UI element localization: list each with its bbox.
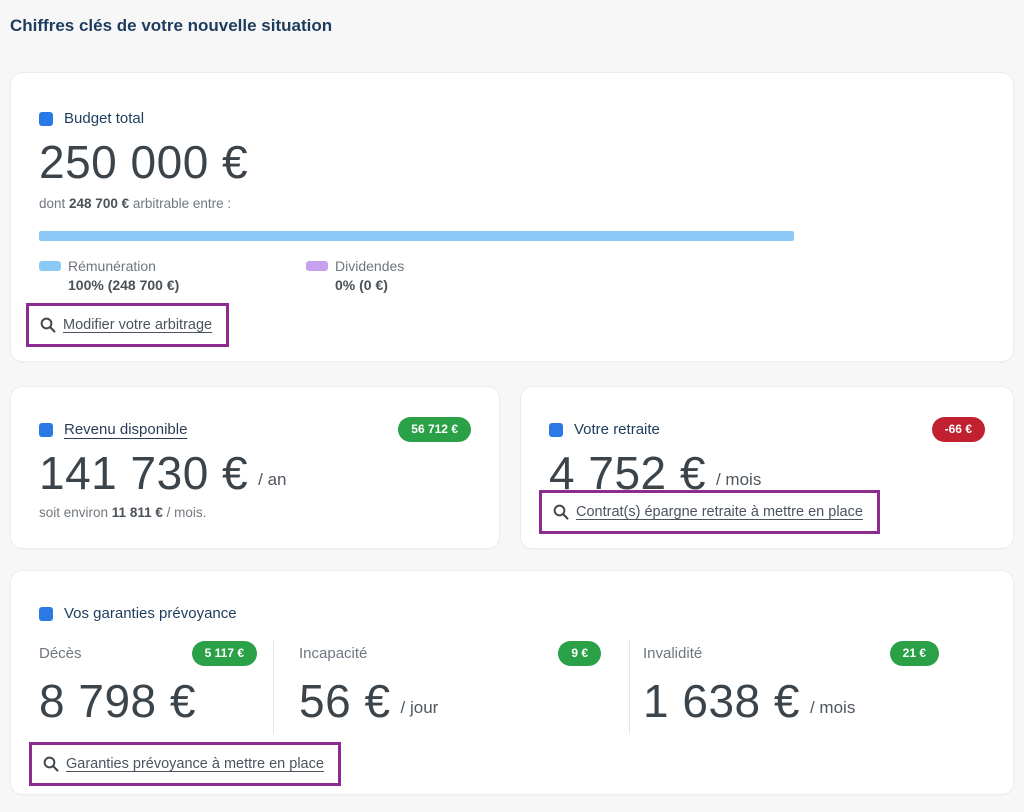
- budget-total-card: Budget total 250 000 € dont 248 700 € ar…: [10, 72, 1014, 362]
- incapacity-delta-badge: 9 €: [558, 640, 601, 666]
- legend-remuneration-label: Rémunération: [68, 258, 156, 274]
- death-value-row: 8 798 €: [39, 676, 273, 726]
- protection-setup-highlight-box: Garanties prévoyance à mettre en place: [29, 742, 341, 786]
- income-monthly-amount: 11 811 €: [111, 505, 163, 520]
- retirement-contracts-highlight-box: Contrat(s) épargne retraite à mettre en …: [539, 490, 880, 534]
- retirement-delta-badge: -66 €: [931, 417, 985, 442]
- blue-square-icon: [39, 422, 53, 437]
- retirement-card-header: Votre retraite -66 €: [549, 417, 985, 442]
- remuneration-swatch-icon: [39, 261, 61, 271]
- incapacity-value: 56 €: [299, 675, 391, 727]
- death-column: Décès 5 117 € 8 798 €: [39, 640, 274, 734]
- allocation-bar-remuneration: [39, 231, 794, 241]
- protection-setup-link[interactable]: Garanties prévoyance à mettre en place: [66, 756, 324, 772]
- search-icon: [40, 317, 56, 333]
- allocation-bar: [39, 231, 794, 241]
- invalidity-value: 1 638 €: [643, 675, 800, 727]
- protection-card-label: Vos garanties prévoyance: [64, 605, 237, 622]
- invalidity-value-row: 1 638 € / mois: [643, 676, 985, 726]
- incapacity-unit: / jour: [400, 698, 439, 717]
- death-header: Décès 5 117 €: [39, 640, 273, 666]
- income-delta-badge: 56 712 €: [398, 417, 471, 442]
- death-delta-badge: 5 117 €: [191, 640, 257, 666]
- arbitrable-amount: 248 700 €: [69, 196, 130, 211]
- retirement-value: 4 752 €: [549, 447, 706, 499]
- legend-item-dividendes: Dividendes 0% (0 €): [306, 257, 404, 295]
- budget-card-header: Budget total: [39, 109, 985, 129]
- invalidity-delta-badge: 21 €: [889, 640, 939, 666]
- legend-item-remuneration: Rémunération 100% (248 700 €): [39, 257, 306, 295]
- blue-square-icon: [549, 422, 563, 437]
- death-label: Décès: [39, 644, 82, 662]
- legend-dividendes-label: Dividendes: [335, 258, 405, 274]
- invalidity-label: Invalidité: [643, 644, 703, 662]
- protection-columns: Décès 5 117 € 8 798 € Incapacité 9 € 56 …: [39, 640, 985, 734]
- modify-arbitrage-link[interactable]: Modifier votre arbitrage: [63, 317, 213, 333]
- search-icon: [43, 756, 59, 772]
- invalidity-unit: / mois: [809, 698, 856, 717]
- retirement-value-row: 4 752 € / mois: [549, 448, 985, 498]
- blue-square-icon: [39, 112, 53, 126]
- invalidity-header: Invalidité 21 €: [643, 640, 985, 666]
- budget-arbitrable-note: dont 248 700 € arbitrable entre :: [39, 196, 232, 211]
- income-unit: / an: [258, 470, 287, 489]
- incapacity-column: Incapacité 9 € 56 € / jour: [274, 640, 630, 734]
- retirement-card: Votre retraite -66 € 4 752 € / mois Cont…: [520, 386, 1014, 549]
- income-monthly-note: soit environ 11 811 € / mois.: [39, 505, 207, 520]
- death-value: 8 798 €: [39, 675, 196, 727]
- protection-guarantees-card: Vos garanties prévoyance Décès 5 117 € 8…: [10, 570, 1014, 795]
- blue-square-icon: [39, 607, 53, 621]
- income-card-header: Revenu disponible 56 712 €: [39, 417, 471, 442]
- budget-card-label: Budget total: [64, 110, 145, 127]
- key-figures-section: Chiffres clés de votre nouvelle situatio…: [10, 16, 1014, 795]
- legend-remuneration-value: 100% (248 700 €): [68, 277, 180, 293]
- protection-card-header: Vos garanties prévoyance: [39, 604, 985, 624]
- income-value-row: 141 730 € / an: [39, 448, 471, 498]
- incapacity-header: Incapacité 9 €: [299, 640, 629, 666]
- page-title: Chiffres clés de votre nouvelle situatio…: [10, 16, 333, 35]
- available-income-link[interactable]: Revenu disponible: [64, 420, 188, 438]
- incapacity-value-row: 56 € / jour: [299, 676, 629, 726]
- income-value: 141 730 €: [39, 447, 249, 499]
- available-income-card: Revenu disponible 56 712 € 141 730 € / a…: [10, 386, 500, 549]
- incapacity-label: Incapacité: [299, 644, 368, 662]
- retirement-card-label: Votre retraite: [574, 420, 660, 438]
- budget-total-value: 250 000 €: [39, 136, 249, 188]
- middle-cards-row: Revenu disponible 56 712 € 141 730 € / a…: [10, 386, 1014, 549]
- retirement-contracts-link[interactable]: Contrat(s) épargne retraite à mettre en …: [576, 504, 863, 520]
- allocation-legend: Rémunération 100% (248 700 €) Dividendes…: [39, 257, 985, 295]
- legend-dividendes-value: 0% (0 €): [335, 277, 388, 293]
- retirement-unit: / mois: [715, 470, 762, 489]
- search-icon: [553, 504, 569, 520]
- modify-arbitrage-highlight-box: Modifier votre arbitrage: [26, 303, 230, 347]
- invalidity-column: Invalidité 21 € 1 638 € / mois: [630, 640, 985, 734]
- dividendes-swatch-icon: [306, 261, 328, 271]
